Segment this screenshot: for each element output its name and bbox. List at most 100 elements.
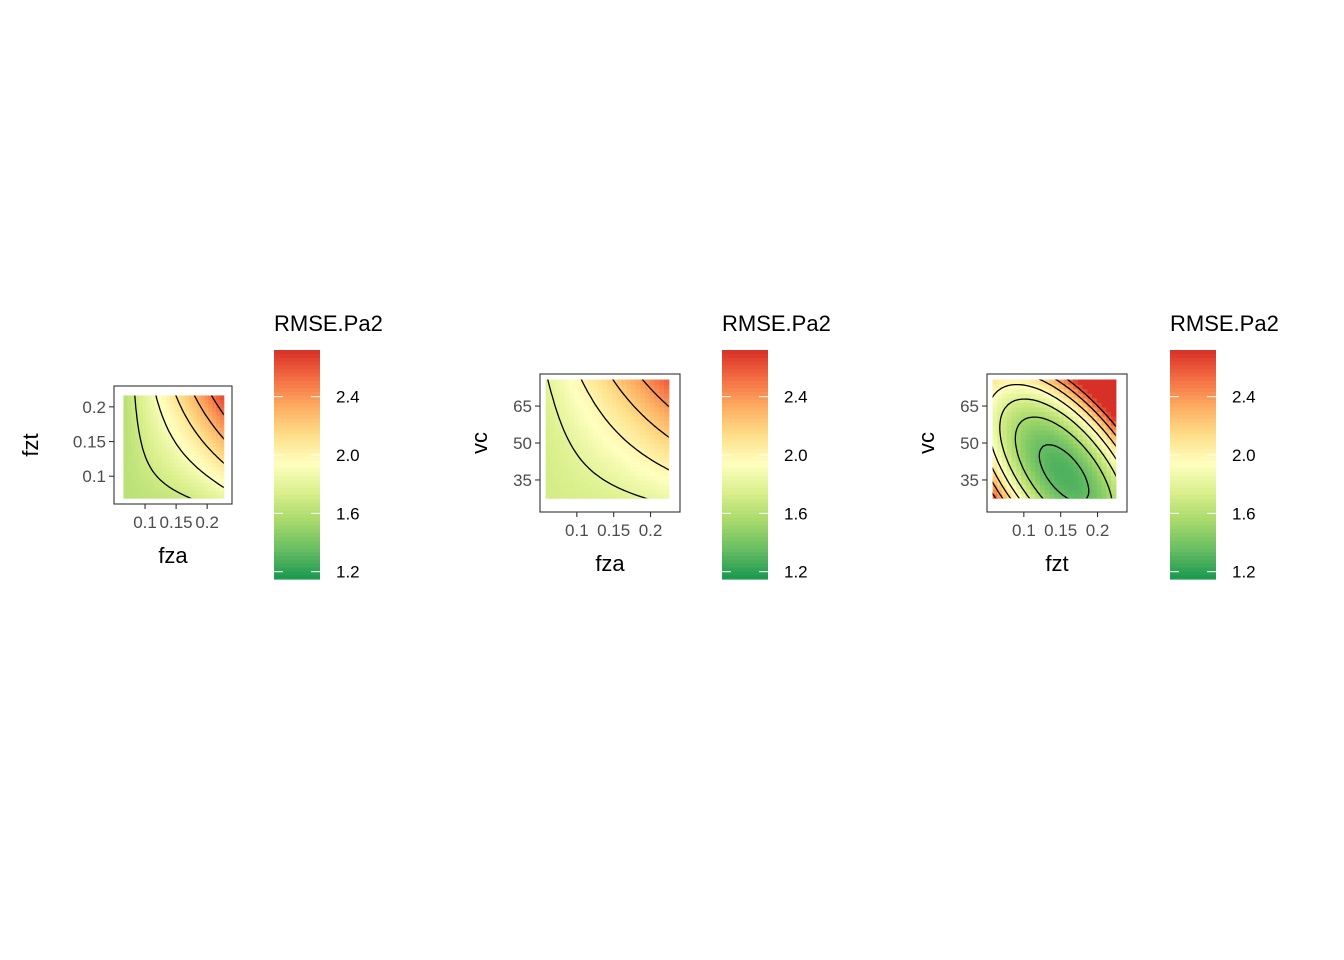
heatmap-tile	[1087, 484, 1093, 490]
heatmap-tile	[1106, 475, 1112, 481]
heatmap-tile	[131, 478, 136, 483]
heatmap-tile	[131, 494, 136, 499]
heatmap-tile	[150, 399, 155, 404]
heatmap-tile	[158, 466, 163, 472]
heatmap-tile	[559, 434, 566, 440]
contour-lines	[992, 379, 1116, 499]
heatmap-tile	[189, 458, 194, 464]
heatmap-tile	[169, 454, 175, 460]
heatmap-tile	[123, 490, 128, 495]
heatmap-tile	[181, 494, 186, 499]
heatmap-tile	[649, 443, 656, 449]
heatmap-tile	[1111, 484, 1117, 490]
colorbar-segment	[1170, 495, 1216, 500]
heatmap-tile	[611, 416, 618, 422]
heatmap-tile	[216, 419, 221, 424]
heatmap-tile	[659, 479, 665, 486]
heatmap-tile	[1044, 484, 1051, 490]
heatmap-tile	[1096, 384, 1103, 390]
heatmap-tile	[588, 443, 594, 449]
heatmap-tile	[1082, 447, 1088, 454]
heatmap-tile	[1096, 443, 1103, 449]
heatmap-tile	[602, 443, 608, 449]
heatmap-tile	[1039, 379, 1046, 385]
heatmap-tile	[1021, 457, 1027, 463]
heatmap-tile	[1025, 434, 1032, 440]
heatmap-tile	[592, 425, 599, 431]
heatmap-tile	[150, 446, 155, 452]
heatmap-tile	[1092, 397, 1098, 403]
colorbar-segment	[1170, 372, 1216, 378]
heatmap-tile	[177, 419, 182, 424]
heatmap-tile	[154, 486, 159, 491]
colorbar-segment	[274, 559, 320, 565]
heatmap-tile	[1068, 402, 1074, 408]
heatmap-tile	[1016, 416, 1022, 422]
heatmap-tile	[1073, 443, 1079, 449]
heatmap-tile	[146, 454, 152, 460]
colorbar-segment	[722, 460, 768, 466]
heatmap-tile	[1106, 489, 1112, 495]
heatmap-tile	[165, 407, 171, 412]
contour-line	[155, 395, 224, 489]
colorbar-segment	[722, 525, 768, 530]
heatmap-tile	[146, 486, 152, 491]
heatmap-tile	[1111, 443, 1117, 449]
colorbar-segment	[274, 468, 320, 473]
heatmap-tile	[200, 430, 206, 436]
contour-line	[1038, 444, 1090, 499]
heatmap-tile	[150, 395, 155, 400]
heatmap-tile	[154, 407, 159, 412]
heatmap-tile	[583, 434, 589, 440]
colorbar-segment	[722, 391, 768, 397]
heatmap-tile	[578, 466, 585, 472]
heatmap-tile	[204, 478, 209, 483]
x-tick-label: 0.15	[1044, 521, 1077, 540]
heatmap-tile	[592, 484, 599, 490]
heatmap-tile	[158, 434, 163, 440]
heatmap-tile	[1039, 393, 1046, 399]
heatmap-tile	[1063, 443, 1070, 449]
heatmap-tile	[1049, 429, 1055, 435]
heatmap-tile	[177, 427, 182, 432]
heatmap-tile	[1077, 393, 1084, 399]
heatmap-tile	[992, 475, 998, 481]
heatmap-tile	[592, 393, 599, 399]
heatmap-tile	[569, 479, 575, 486]
heatmap-tile	[154, 454, 159, 460]
heatmap-tile	[574, 470, 580, 476]
heatmap-tile	[135, 399, 140, 404]
heatmap-tile	[664, 452, 670, 458]
heatmap-tile	[569, 489, 575, 495]
colorbar-segment	[1170, 395, 1216, 401]
heatmap-tile	[1054, 447, 1060, 454]
heatmap-tile	[611, 420, 618, 426]
colorbar-segment	[722, 510, 768, 515]
colorbar-segment	[722, 472, 768, 477]
heatmap-tile	[162, 411, 167, 416]
heatmap-tile	[1092, 479, 1098, 486]
heatmap-tile	[1016, 470, 1022, 476]
heatmap-tile	[189, 430, 194, 436]
heatmap-tile	[616, 384, 623, 390]
heatmap-tile	[545, 461, 551, 467]
heatmap-tile	[169, 438, 175, 444]
heatmap-tile	[169, 470, 175, 476]
heatmap-tile	[997, 452, 1003, 458]
heatmap-tile	[138, 478, 144, 483]
heatmap-tile	[574, 443, 580, 449]
heatmap-tile	[189, 470, 194, 476]
heatmap-tile	[550, 479, 556, 486]
heatmap-tile	[578, 411, 585, 417]
colorbar-segment	[274, 372, 320, 378]
heatmap-tile	[158, 399, 163, 404]
heatmap-tile	[630, 425, 637, 431]
heatmap-tile	[142, 434, 148, 440]
heatmap-tile	[1021, 443, 1027, 449]
heatmap-tile	[611, 461, 618, 467]
heatmap-tile	[664, 484, 670, 490]
heatmap-tile	[645, 443, 651, 449]
heatmap-tile	[1073, 379, 1079, 385]
heatmap-tile	[185, 478, 190, 483]
heatmap-tile	[208, 399, 213, 404]
